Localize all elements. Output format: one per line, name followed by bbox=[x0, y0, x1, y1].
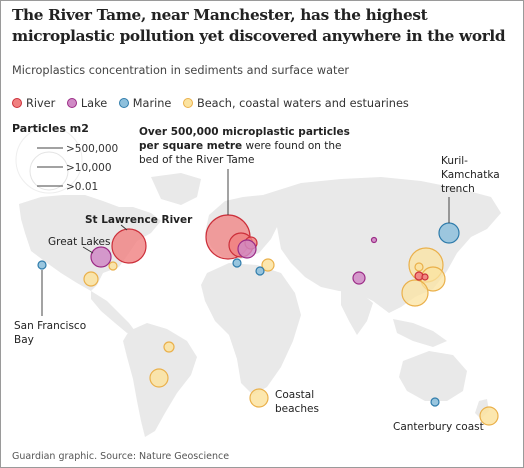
bubble-lake-europe bbox=[237, 239, 257, 259]
label-kuril-2: Kamchatka bbox=[441, 169, 500, 181]
size-key-label-small: >0.01 bbox=[66, 181, 98, 193]
australia-shape bbox=[399, 351, 467, 401]
bubble-lake-mongolia bbox=[370, 236, 378, 244]
bubble-lake-great-lakes bbox=[90, 246, 112, 268]
southeast-asia-shape bbox=[393, 319, 447, 347]
bubble-beach-china-coast bbox=[401, 279, 429, 307]
size-key-label-large: >500,000 bbox=[66, 143, 118, 155]
bubble-beach-us-east bbox=[108, 261, 118, 271]
size-key-title: Particles m2 bbox=[12, 122, 89, 135]
label-canterbury: Canterbury coast bbox=[393, 421, 484, 433]
chart-subtitle: Microplastics concentration in sediments… bbox=[12, 64, 350, 77]
source-footer: Guardian graphic. Source: Nature Geoscie… bbox=[12, 451, 230, 462]
leader-st-lawrence bbox=[120, 224, 128, 231]
legend-swatch-lake bbox=[66, 98, 77, 108]
legend-swatch-river bbox=[12, 98, 22, 108]
legend-item-lake: Lake bbox=[66, 97, 108, 110]
label-tame-line3: bed of the River Tame bbox=[139, 154, 255, 166]
legend-swatch-beach bbox=[182, 98, 193, 108]
asia-shape bbox=[263, 177, 501, 313]
bubble-marine-mediterranean bbox=[255, 266, 265, 276]
size-key-circle-large bbox=[15, 126, 83, 194]
india-shape bbox=[341, 289, 373, 335]
bubble-marine-san-francisco bbox=[37, 260, 47, 270]
central-america-shape bbox=[91, 291, 135, 333]
label-coastal-2: beaches bbox=[275, 403, 319, 415]
size-key-circle-medium bbox=[29, 151, 69, 191]
leader-lines bbox=[41, 169, 450, 316]
label-kuril-1: Kuril- bbox=[441, 155, 468, 167]
bubble-beach-canterbury bbox=[479, 406, 499, 426]
legend-item-marine: Marine bbox=[118, 97, 172, 110]
north-america-shape bbox=[19, 195, 161, 291]
bubble-lake-tibet bbox=[352, 271, 366, 285]
bubble-marine-tasman bbox=[430, 397, 440, 407]
bubble-beach-brazil-south bbox=[149, 368, 169, 388]
label-san-francisco-2: Bay bbox=[14, 334, 34, 346]
bubble-beach-inland-china bbox=[414, 262, 424, 272]
bubble-river-china-2 bbox=[421, 273, 429, 281]
legend-label-river: River bbox=[26, 97, 56, 110]
legend-item-river: River bbox=[12, 97, 55, 110]
bubble-beach-us-west bbox=[83, 271, 99, 287]
leader-great-lakes bbox=[82, 246, 94, 254]
legend-item-beach: Beach, coastal waters and estuarines bbox=[182, 97, 409, 110]
bubble-beach-south-africa bbox=[249, 388, 269, 408]
legend-swatch-marine bbox=[118, 98, 129, 108]
bubble-beach-mediterranean bbox=[261, 258, 275, 272]
greenland-shape bbox=[151, 173, 201, 205]
label-kuril-3: trench bbox=[441, 183, 475, 195]
label-great-lakes: Great Lakes bbox=[48, 236, 111, 248]
chart-title: The River Tame, near Manchester, has the… bbox=[12, 6, 506, 45]
size-key-label-medium: >10,000 bbox=[66, 162, 112, 174]
africa-shape bbox=[201, 263, 301, 395]
map-labels: Over 500,000 microplastic particles per … bbox=[14, 126, 500, 433]
legend-label-marine: Marine bbox=[132, 97, 172, 110]
bubble-marine-biscay bbox=[232, 258, 242, 268]
label-tame-line2: per square metre were found on the bbox=[139, 140, 342, 152]
label-san-francisco-1: San Francisco bbox=[14, 320, 86, 332]
size-key: Particles m2 >500,000 >10,000 >0.01 bbox=[12, 122, 118, 194]
label-tame-line1: Over 500,000 microplastic particles bbox=[139, 126, 350, 138]
bubble-beach-brazil-north bbox=[163, 341, 175, 353]
label-coastal-1: Coastal bbox=[275, 389, 314, 401]
data-bubbles bbox=[37, 214, 499, 426]
legend-label-beach: Beach, coastal waters and estuarines bbox=[196, 97, 409, 110]
bubble-river-st-lawrence bbox=[111, 228, 147, 264]
bubble-marine-kuril bbox=[438, 222, 460, 244]
category-legend: River Lake Marine Beach, coastal waters … bbox=[12, 97, 417, 110]
label-st-lawrence: St Lawrence River bbox=[85, 214, 193, 226]
land-masses bbox=[19, 173, 501, 437]
legend-label-lake: Lake bbox=[80, 97, 108, 110]
